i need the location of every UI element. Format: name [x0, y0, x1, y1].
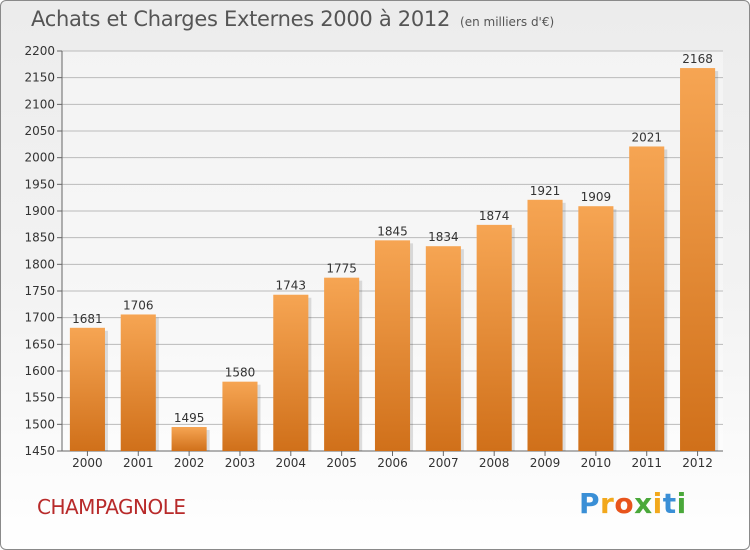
bar: [120, 314, 156, 451]
x-tick-label: 2005: [326, 456, 357, 470]
y-tick-label: 1900: [24, 204, 55, 218]
bar: [476, 224, 512, 451]
y-tick-label: 2200: [24, 44, 55, 58]
x-tick-label: 2008: [479, 456, 510, 470]
town-name: CHAMPAGNOLE: [37, 495, 186, 519]
y-tick-label: 2000: [24, 151, 55, 165]
bar: [69, 327, 105, 451]
y-tick-label: 1550: [24, 391, 55, 405]
y-tick-label: 1450: [24, 444, 55, 458]
x-tick-label: 2003: [225, 456, 256, 470]
bar: [578, 206, 614, 451]
bar: [273, 294, 309, 451]
bar-value-label: 1909: [581, 190, 612, 204]
x-tick-label: 2012: [682, 456, 713, 470]
bar: [222, 381, 258, 451]
chart-title: Achats et Charges Externes 2000 à 2012 (e…: [31, 7, 554, 31]
bar-value-label: 1775: [326, 262, 357, 276]
y-tick-label: 1650: [24, 337, 55, 351]
bar-value-label: 1845: [377, 224, 408, 238]
bar: [425, 246, 461, 451]
bar-value-label: 1921: [530, 184, 561, 198]
x-tick-label: 2000: [72, 456, 103, 470]
proxiti-logo: Proxiti: [579, 487, 687, 520]
y-tick-label: 1500: [24, 417, 55, 431]
bar-value-label: 1834: [428, 230, 459, 244]
y-tick-label: 1700: [24, 311, 55, 325]
chart-subtitle: (en milliers d'€): [460, 15, 555, 29]
bar-value-label: 1706: [123, 298, 154, 312]
x-tick-label: 2011: [631, 456, 662, 470]
y-tick-label: 1750: [24, 284, 55, 298]
x-tick-label: 2002: [174, 456, 205, 470]
x-tick-label: 2010: [581, 456, 612, 470]
bar-value-label: 1874: [479, 209, 510, 223]
x-tick-label: 2004: [276, 456, 307, 470]
y-tick-label: 1950: [24, 177, 55, 191]
x-tick-label: 2001: [123, 456, 154, 470]
y-tick-label: 2100: [24, 97, 55, 111]
bar-value-label: 1495: [174, 411, 205, 425]
y-tick-label: 1600: [24, 364, 55, 378]
y-tick-label: 1800: [24, 257, 55, 271]
y-tick-label: 1850: [24, 231, 55, 245]
bar-value-label: 2168: [682, 52, 713, 66]
y-tick-label: 2050: [24, 124, 55, 138]
x-tick-label: 2006: [377, 456, 408, 470]
x-tick-label: 2007: [428, 456, 459, 470]
bar-value-label: 1743: [276, 279, 307, 293]
bar: [171, 427, 207, 451]
bar: [680, 68, 716, 452]
bar: [527, 199, 563, 451]
title-text: Achats et Charges Externes 2000 à 2012: [31, 7, 451, 31]
bar-value-label: 1580: [225, 366, 256, 380]
bar-value-label: 2021: [631, 130, 662, 144]
x-tick-label: 2009: [530, 456, 561, 470]
bar-value-label: 1681: [72, 312, 103, 326]
bar: [324, 277, 360, 451]
y-tick-label: 2150: [24, 71, 55, 85]
bar: [374, 240, 411, 451]
bar: [629, 146, 665, 451]
